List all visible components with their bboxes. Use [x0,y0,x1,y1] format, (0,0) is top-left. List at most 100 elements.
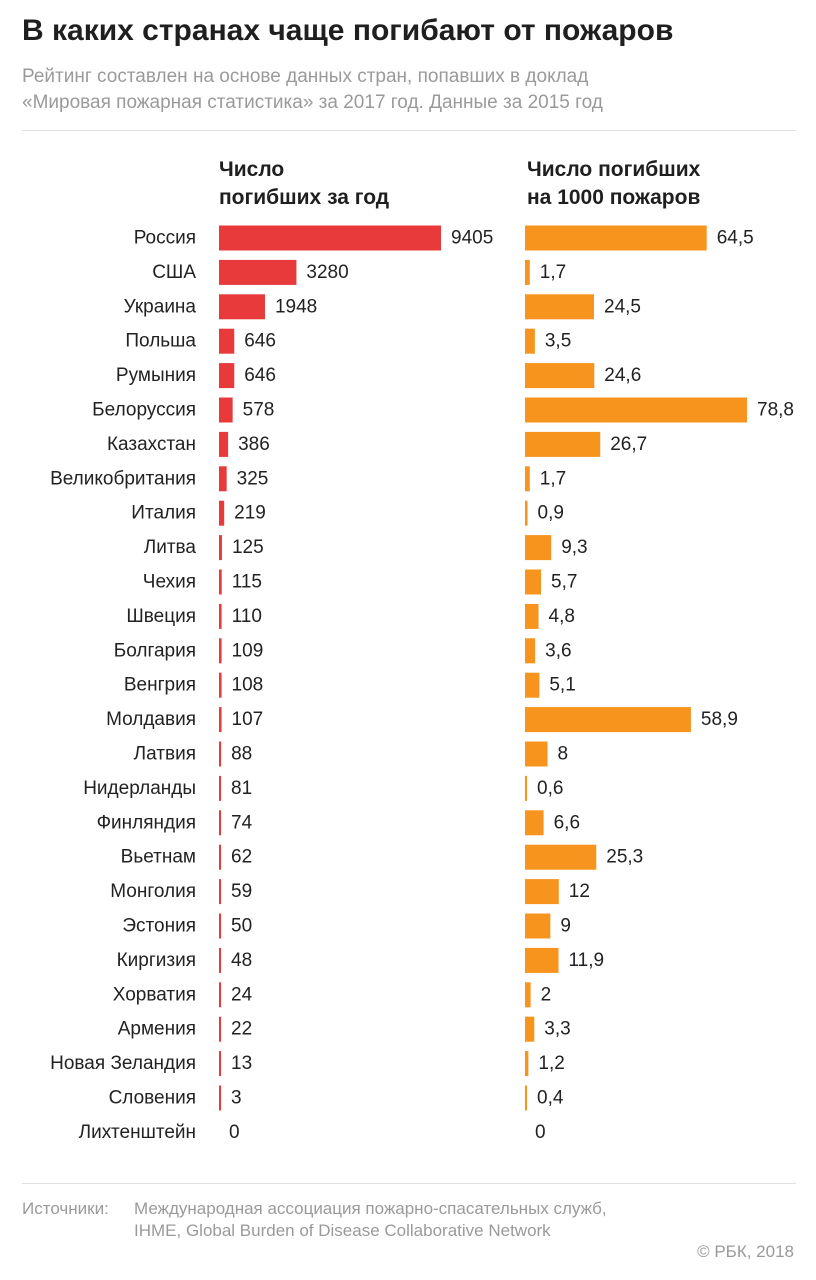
rate-bar [525,500,528,526]
deaths-bar [219,500,225,526]
country-label: Венгрия [124,675,196,696]
deaths-bar [219,947,221,973]
country-label: Словения [109,1088,196,1109]
deaths-value-label: 13 [231,1053,252,1074]
deaths-bar [219,535,222,561]
country-label: Польша [125,331,196,352]
country-label: Казахстан [107,434,196,455]
deaths-value-label: 9405 [451,228,493,249]
country-label: Украина [124,296,197,317]
country-label: Финляндия [97,812,196,833]
rate-bar [525,913,551,939]
country-label: Румыния [116,365,196,386]
country-label: Вьетнам [121,847,196,868]
rate-bar [525,707,691,733]
rate-value-label: 12 [569,881,590,902]
rate-bar [525,569,542,595]
rate-bar [525,363,595,389]
deaths-value-label: 59 [231,881,252,902]
deaths-value-label: 219 [234,503,266,524]
rate-bar [525,294,595,320]
rate-bar [525,1085,527,1111]
country-label: Литва [144,537,197,558]
rate-value-label: 26,7 [610,434,647,455]
deaths-bar [219,775,221,801]
rate-value-label: 3,5 [545,331,571,352]
deaths-bar [219,638,222,664]
rate-bar [525,259,530,285]
country-label: Молдавия [106,709,196,730]
page-subtitle: Рейтинг составлен на основе данных стран… [22,64,782,116]
deaths-bar [219,672,222,698]
country-label: Лихтенштейн [79,1122,196,1143]
footer-divider [22,1183,796,1184]
deaths-value-label: 81 [231,778,252,799]
rate-bar [525,879,559,905]
deaths-value-label: 50 [231,916,252,937]
rate-value-label: 2 [541,984,552,1005]
page-title: В каких странах чаще погибают от пожаров [22,14,674,47]
deaths-value-label: 578 [243,400,275,421]
rate-value-label: 5,1 [549,675,575,696]
deaths-bar [219,982,221,1008]
sources-label: Источники: [22,1199,109,1218]
deaths-value-label: 108 [232,675,264,696]
rate-value-label: 3,6 [545,640,571,661]
deaths-value-label: 74 [231,812,253,833]
deaths-value-label: 3 [231,1088,242,1109]
deaths-value-label: 646 [244,365,276,386]
rate-value-label: 58,9 [701,709,738,730]
rate-value-label: 8 [558,744,569,765]
rate-bar [525,535,552,561]
country-label: Монголия [110,881,196,902]
rate-value-label: 0,6 [537,778,563,799]
deaths-value-label: 1948 [275,296,317,317]
country-label: Киргизия [117,950,196,971]
country-label: Болгария [114,640,196,661]
deaths-bar [219,466,227,492]
rate-bar [525,672,540,698]
rate-bar [525,810,544,836]
deaths-value-label: 386 [238,434,270,455]
deaths-heading-line-1: Число [219,158,285,181]
rate-value-label: 25,3 [606,847,643,868]
deaths-value-label: 109 [232,640,264,661]
country-label: Италия [131,503,196,524]
deaths-bar [219,913,221,939]
rate-bar [525,603,539,629]
rate-value-label: 78,8 [757,400,794,421]
deaths-value-label: 107 [232,709,264,730]
rate-bar [525,1016,535,1042]
rate-heading-line-1: Число погибших [527,158,701,181]
copyright-credit: © РБК, 2018 [697,1242,794,1261]
deaths-value-label: 0 [229,1122,240,1143]
rate-bar [525,947,559,973]
rate-bar [525,431,601,457]
deaths-bar [219,431,229,457]
country-label: Нидерланды [83,778,196,799]
rate-value-label: 0,4 [537,1088,564,1109]
rate-value-label: 64,5 [717,228,754,249]
deaths-value-label: 22 [231,1019,252,1040]
rate-bar [525,982,531,1008]
rate-bar [525,741,548,767]
rate-value-label: 11,9 [569,950,605,971]
deaths-bar [219,603,222,629]
country-label: Хорватия [113,984,196,1005]
rate-value-label: 0,9 [538,503,564,524]
deaths-value-label: 125 [232,537,264,558]
country-label: Чехия [143,572,196,593]
deaths-bar [219,741,222,767]
deaths-value-label: 325 [237,468,269,489]
deaths-value-label: 646 [244,331,276,352]
deaths-value-label: 24 [231,984,253,1005]
rate-bar [525,1051,529,1077]
rate-value-label: 24,6 [604,365,641,386]
rate-heading-line-2: на 1000 пожаров [527,186,701,209]
rate-value-label: 0 [535,1122,546,1143]
deaths-bar [219,810,221,836]
rate-value-label: 9 [560,916,571,937]
rate-bar [525,328,535,354]
rate-value-label: 4,8 [549,606,575,627]
